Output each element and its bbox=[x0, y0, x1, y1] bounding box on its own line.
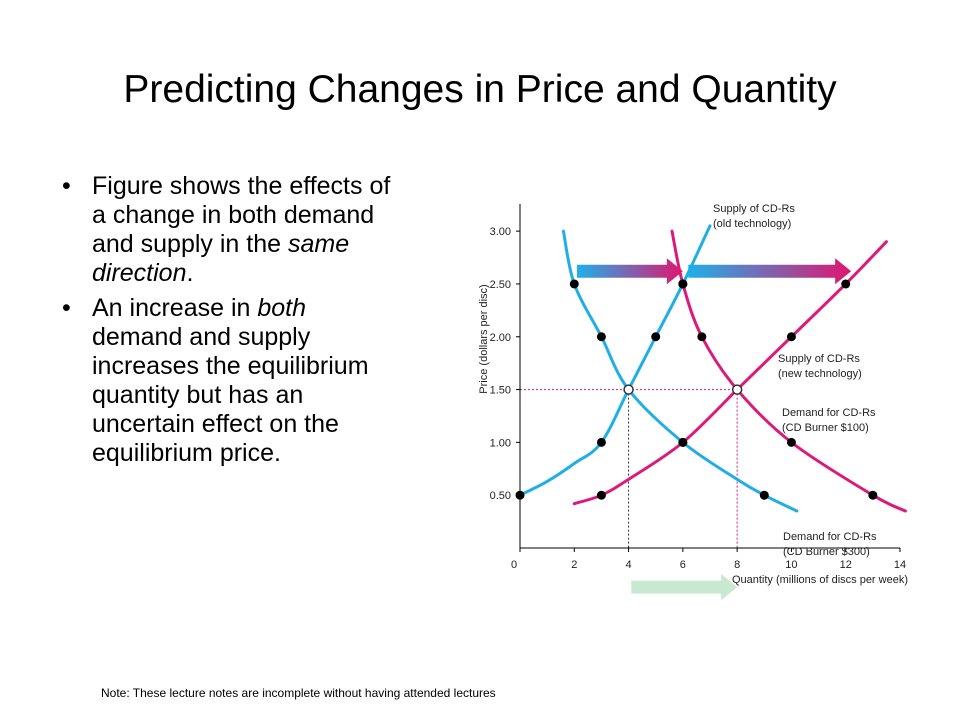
bullet-text: An increase in bbox=[92, 294, 258, 322]
data-point bbox=[596, 437, 606, 447]
data-point bbox=[569, 279, 579, 289]
supply-demand-chart: 0.50 1.00 1.50 2.00 2.50 3.00 0 2 4 6 8 10 12 14 Quant… bbox=[478, 203, 908, 601]
x-tick-label: 0 bbox=[511, 559, 517, 571]
bullet-list: Figure shows the effects of a change in … bbox=[62, 172, 402, 474]
slide-title: Predicting Changes in Price and Quantity bbox=[123, 68, 837, 111]
bullet-item: An increase in both demand and supply in… bbox=[62, 294, 402, 468]
supply-new-label: (new technology) bbox=[778, 368, 862, 380]
footer-note: Note: These lecture notes are incomplete… bbox=[101, 686, 496, 700]
data-point bbox=[786, 437, 796, 447]
shift-arrow bbox=[688, 258, 852, 285]
shift-arrow bbox=[577, 258, 683, 285]
data-point bbox=[868, 490, 878, 500]
x-tick-label: 14 bbox=[894, 559, 906, 571]
bullet-item: Figure shows the effects of a change in … bbox=[62, 172, 402, 288]
x-tick-label: 12 bbox=[840, 559, 852, 571]
equilibrium-point bbox=[623, 384, 634, 395]
supply-old-label: (old technology) bbox=[713, 218, 791, 230]
demand-300-label: Demand for CD-Rs bbox=[783, 531, 877, 543]
x-tick-label: 2 bbox=[571, 559, 577, 571]
bullet-text: demand and supply increases the equilibr… bbox=[92, 323, 369, 467]
bullet-text: . bbox=[186, 259, 194, 287]
x-tick-label: 8 bbox=[734, 559, 740, 571]
x-tick-label: 4 bbox=[626, 559, 632, 571]
supply-old-label: Supply of CD-Rs bbox=[713, 203, 795, 215]
y-tick-label: 3.00 bbox=[490, 226, 511, 238]
y-axis-title: Price (dollars per disc) bbox=[478, 284, 490, 393]
supply-new-label: Supply of CD-Rs bbox=[778, 353, 860, 365]
data-point bbox=[841, 279, 851, 289]
bullet-text-italic: same direction bbox=[92, 230, 350, 287]
demand-100-label: Demand for CD-Rs bbox=[782, 407, 876, 419]
x-tick-label: 6 bbox=[680, 559, 686, 571]
data-point bbox=[786, 332, 796, 342]
data-point bbox=[697, 332, 707, 342]
quantity-increase-arrow bbox=[631, 574, 738, 601]
data-point bbox=[651, 332, 661, 342]
bullet-text-italic: both bbox=[257, 294, 307, 322]
data-point bbox=[678, 279, 688, 289]
data-point bbox=[596, 332, 606, 342]
y-tick-label: 1.00 bbox=[490, 437, 511, 449]
bullet-text: Figure shows the effects of a change in … bbox=[92, 172, 391, 258]
x-tick-label: 10 bbox=[785, 559, 797, 571]
y-tick-label: 0.50 bbox=[490, 490, 511, 502]
y-tick-label: 2.50 bbox=[490, 279, 511, 291]
data-point bbox=[759, 490, 769, 500]
y-tick-label: 2.00 bbox=[490, 332, 511, 344]
data-point bbox=[596, 490, 606, 500]
x-axis-title: Quantity (millions of discs per week) bbox=[732, 574, 908, 586]
demand-100-label: (CD Burner $100) bbox=[782, 422, 869, 434]
demand-300-label: (CD Burner $300) bbox=[783, 546, 870, 558]
y-tick-label: 1.50 bbox=[490, 385, 511, 397]
data-point bbox=[678, 437, 688, 447]
equilibrium-point bbox=[731, 384, 743, 395]
